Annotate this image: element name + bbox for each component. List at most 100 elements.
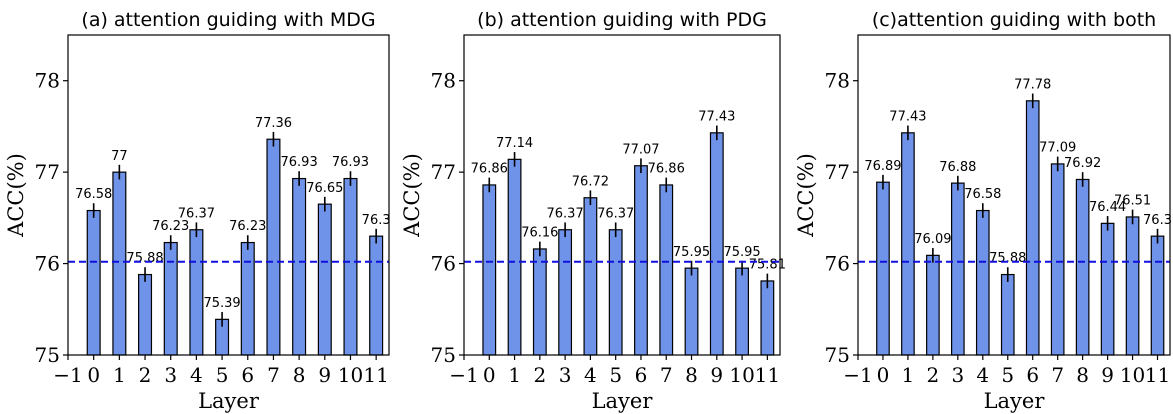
plot-frame: [857, 34, 1171, 356]
x-axis-label: Layer: [198, 389, 260, 413]
chart-panel-2: 76.89 77.43 76.09 76.88 76.58 75.88 77.78 77.09…: [794, 9, 1172, 413]
bar: [369, 235, 384, 356]
data-label: 75.39: [203, 296, 240, 311]
x-axis-label: Layer: [592, 389, 654, 413]
bar: [1075, 178, 1090, 356]
y-tick-label: 76: [825, 252, 850, 276]
x-tick-label: −1: [449, 363, 478, 387]
x-tick-label: 0: [483, 363, 496, 387]
data-label: 77.07: [622, 142, 659, 157]
bar: [86, 209, 101, 356]
x-tick-label: 5: [216, 363, 229, 387]
data-label: 76.3: [362, 213, 391, 228]
y-tick-label: 78: [825, 69, 850, 93]
data-label: 76.58: [75, 187, 112, 202]
data-label: 76.89: [864, 159, 901, 174]
data-label: 76.23: [152, 219, 189, 234]
bar: [950, 182, 965, 356]
data-label: 77.43: [889, 110, 926, 125]
bar: [292, 177, 307, 356]
x-tick-label: 6: [1026, 363, 1039, 387]
data-label: 76.37: [547, 206, 584, 221]
bar: [189, 229, 204, 356]
chart-title: (c)attention guiding with both: [872, 9, 1156, 31]
x-axis-label: Layer: [984, 389, 1046, 413]
data-label: 77.14: [496, 136, 533, 151]
bar: [1000, 273, 1015, 356]
y-tick-label: 77: [825, 160, 850, 184]
x-tick-label: 5: [609, 363, 622, 387]
data-label: 76.51: [1114, 194, 1151, 209]
bar: [507, 158, 522, 356]
bar: [760, 280, 775, 356]
data-label: 75.95: [723, 245, 760, 260]
bar: [558, 229, 573, 356]
bar: [532, 248, 547, 356]
y-tick-label: 75: [431, 343, 456, 367]
x-tick-label: 10: [729, 363, 754, 387]
data-label: 76.37: [597, 206, 634, 221]
chart-title: (b) attention guiding with PDG: [477, 9, 767, 31]
bar: [876, 181, 890, 356]
data-label: 76.3: [1143, 213, 1172, 228]
data-label: 76.86: [471, 162, 508, 177]
data-label: 75.88: [126, 251, 163, 266]
chart-panel-1: 76.86 77.14 76.16 76.37 76.72 76.37 77.07 76.86…: [400, 9, 786, 413]
y-tick-label: 78: [35, 69, 60, 93]
chart-title: (a) attention guiding with MDG: [81, 9, 375, 31]
data-label: 76.86: [648, 162, 685, 177]
x-tick-label: 3: [559, 363, 572, 387]
y-tick-label: 76: [431, 252, 456, 276]
x-tick-label: 4: [976, 363, 989, 387]
x-tick-label: 11: [755, 363, 780, 387]
x-tick-label: 1: [902, 363, 915, 387]
y-tick-label: 75: [35, 343, 60, 367]
bar: [1150, 235, 1165, 356]
bar: [659, 184, 674, 356]
data-label: 76.37: [178, 206, 215, 221]
bar: [1125, 216, 1140, 356]
x-tick-label: 2: [927, 363, 940, 387]
y-tick-label: 75: [825, 343, 850, 367]
bar: [709, 132, 724, 356]
x-tick-label: 1: [508, 363, 521, 387]
data-label: 76.88: [939, 160, 976, 175]
y-tick-label: 77: [431, 160, 456, 184]
x-tick-label: 4: [190, 363, 203, 387]
bar: [634, 165, 648, 356]
y-tick-label: 76: [35, 252, 60, 276]
bar: [163, 241, 178, 356]
data-label: 77: [111, 149, 128, 164]
x-tick-label: 10: [338, 363, 363, 387]
bar: [901, 132, 915, 356]
data-label: 77.78: [1014, 78, 1051, 93]
data-label: 76.65: [306, 181, 343, 196]
x-tick-label: −1: [53, 363, 82, 387]
x-tick-label: 6: [241, 363, 254, 387]
data-label: 77.43: [698, 110, 735, 125]
y-axis-label: ACC(%): [400, 153, 424, 238]
data-label: 76.93: [281, 155, 318, 170]
chart-panel-0: 76.587775.8876.2376.3775.3976.2377.3676.…: [4, 9, 391, 413]
data-label: 75.95: [673, 245, 710, 260]
bar: [266, 138, 281, 356]
bar: [583, 197, 598, 356]
x-tick-label: 7: [1051, 363, 1064, 387]
x-tick-label: 0: [87, 363, 100, 387]
x-tick-label: 5: [1001, 363, 1014, 387]
plot-frame: [463, 34, 781, 356]
x-tick-label: 3: [951, 363, 964, 387]
data-label: 76.23: [229, 219, 266, 234]
y-tick-label: 77: [35, 160, 60, 184]
data-label: 76.44: [1089, 200, 1126, 215]
data-label: 75.88: [989, 251, 1026, 266]
bar: [975, 209, 990, 356]
y-axis-label: ACC(%): [4, 153, 28, 238]
data-label: 77.36: [255, 116, 292, 131]
x-tick-label: 9: [318, 363, 331, 387]
data-label: 77.09: [1039, 141, 1076, 156]
x-tick-label: 8: [685, 363, 698, 387]
bar: [240, 241, 255, 356]
bar: [1025, 100, 1040, 356]
